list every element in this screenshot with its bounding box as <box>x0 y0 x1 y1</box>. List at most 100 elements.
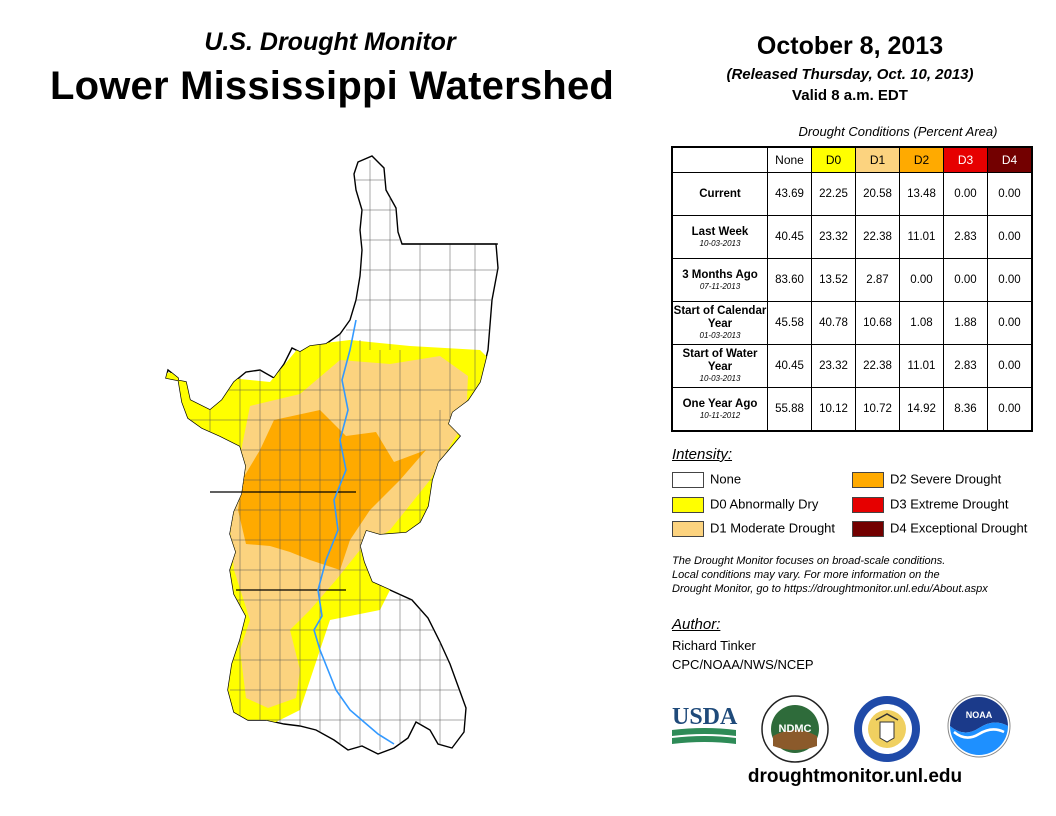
row-date: 01-03-2013 <box>699 331 741 340</box>
table-cell: 2.87 <box>855 258 900 302</box>
row-label-text: Start of Calendar Year <box>673 305 767 330</box>
table-cell: 13.52 <box>811 258 856 302</box>
author-name: Richard Tinker <box>672 638 756 653</box>
table-cell: 22.25 <box>811 172 856 216</box>
legend-item-d3: D3 Extreme Drought <box>852 496 1009 513</box>
table-cell: 0.00 <box>899 258 944 302</box>
col-d4: D4 <box>987 146 1033 173</box>
legend-swatch <box>672 520 704 537</box>
legend-swatch <box>852 471 884 488</box>
table-row: Current 43.69 22.25 20.58 13.48 0.00 0.00 <box>671 172 1033 216</box>
table-cell: 13.48 <box>899 172 944 216</box>
table-cell: 0.00 <box>987 387 1033 432</box>
table-cell: 0.00 <box>943 258 988 302</box>
valid-date: October 8, 2013 <box>756 32 944 60</box>
legend-label: None <box>710 471 742 487</box>
note-line: The Drought Monitor focuses on broad-sca… <box>672 555 946 567</box>
release-date: (Released Thursday, Oct. 10, 2013) <box>726 66 974 83</box>
table-cell: 55.88 <box>767 387 812 432</box>
legend-item-none: None <box>672 471 742 488</box>
legend-label: D3 Extreme Drought <box>890 496 1009 512</box>
row-label: Start of Water Year 10-03-2013 <box>671 344 768 388</box>
row-date: 07-11-2013 <box>699 281 741 291</box>
legend-swatch <box>672 496 704 513</box>
svg-text:NDMC: NDMC <box>779 723 812 735</box>
noaa-logo: NOAA <box>947 694 1011 758</box>
col-d2: D2 <box>899 146 944 173</box>
col-none: None <box>767 146 812 173</box>
table-caption: Drought Conditions (Percent Area) <box>798 124 998 139</box>
table-cell: 8.36 <box>943 387 988 432</box>
row-label: One Year Ago 10-11-2012 <box>671 387 768 432</box>
drought-conditions-table: None D0 D1 D2 D3 D4 Current 43.69 22.25 20.… <box>671 146 1033 432</box>
map-subtitle: U.S. Drought Monitor <box>204 28 456 56</box>
row-label: Start of Calendar Year 01-03-2013 <box>671 301 768 345</box>
col-d3: D3 <box>943 146 988 173</box>
legend-item-d2: D2 Severe Drought <box>852 471 1002 488</box>
row-date: 10-03-2013 <box>699 374 741 383</box>
table-cell: 43.69 <box>767 172 812 216</box>
legend-swatch <box>672 471 704 488</box>
row-label-text: One Year Ago <box>682 397 758 410</box>
usda-logo: USDA <box>672 704 738 744</box>
row-label-text: 3 Months Ago <box>682 268 758 281</box>
author-organization: CPC/NOAA/NWS/NCEP <box>672 657 814 672</box>
table-row: One Year Ago 10-11-2012 55.88 10.12 10.72 14.… <box>671 387 1033 432</box>
website-link[interactable]: droughtmonitor.unl.edu <box>747 766 963 787</box>
legend-label: D2 Severe Drought <box>890 471 1002 487</box>
table-cell: 10.68 <box>855 301 900 345</box>
table-cell: 14.92 <box>899 387 944 432</box>
table-cell: 2.83 <box>943 344 988 388</box>
table-row: 3 Months Ago 07-11-2013 83.60 13.52 2.87 0.00… <box>671 258 1033 302</box>
table-cell: 45.58 <box>767 301 812 345</box>
drought-map <box>162 155 499 755</box>
commerce-seal-logo <box>854 696 920 762</box>
table-cell: 11.01 <box>899 215 944 259</box>
table-cell: 10.12 <box>811 387 856 432</box>
svg-text:NOAA: NOAA <box>966 710 993 720</box>
header-blank <box>672 147 768 173</box>
table-cell: 10.72 <box>855 387 900 432</box>
svg-text:USDA: USDA <box>672 704 738 730</box>
legend-item-d1: D1 Moderate Drought <box>672 520 836 537</box>
table-cell: 1.88 <box>943 301 988 345</box>
table-cell: 0.00 <box>987 301 1033 345</box>
table-cell: 22.38 <box>855 344 900 388</box>
table-cell: 2.83 <box>943 215 988 259</box>
row-label: Current <box>671 172 768 216</box>
legend-label: D1 Moderate Drought <box>710 520 836 536</box>
table-cell: 22.38 <box>855 215 900 259</box>
table-cell: 0.00 <box>943 172 988 216</box>
table-cell: 11.01 <box>899 344 944 388</box>
row-label: Last Week 10-03-2013 <box>671 215 768 259</box>
row-date: 10-03-2013 <box>699 238 741 248</box>
mississippi-river <box>313 319 395 745</box>
author-heading: Author: <box>672 616 721 633</box>
legend-item-d0: D0 Abnormally Dry <box>672 496 818 513</box>
ndmc-logo: NDMC <box>761 695 829 763</box>
disclaimer-note: The Drought Monitor focuses on broad-sca… <box>672 554 1052 596</box>
legend-title: Intensity: <box>672 446 733 463</box>
table-header-row: None D0 D1 D2 D3 D4 <box>672 146 1033 173</box>
table-row: Last Week 10-03-2013 40.45 23.32 22.38 11.01 2… <box>671 215 1033 259</box>
legend-swatch <box>852 520 884 537</box>
table-cell: 0.00 <box>987 344 1033 388</box>
table-row: Start of Water Year 10-03-2013 40.45 23.32 2… <box>671 344 1033 388</box>
table-cell: 40.45 <box>767 215 812 259</box>
table-cell: 1.08 <box>899 301 944 345</box>
col-d1: D1 <box>855 146 900 173</box>
legend-swatch <box>852 496 884 513</box>
note-line: Local conditions may vary. For more info… <box>672 569 940 581</box>
row-label-text: Current <box>699 187 741 200</box>
table-cell: 0.00 <box>987 215 1033 259</box>
table-cell: 20.58 <box>855 172 900 216</box>
map-title: Lower Mississippi Watershed <box>49 64 615 108</box>
note-line: Drought Monitor, go to https://droughtmo… <box>672 583 988 595</box>
state-boundaries <box>210 243 498 591</box>
table-cell: 23.32 <box>811 344 856 388</box>
table-cell: 40.45 <box>767 344 812 388</box>
table-cell: 23.32 <box>811 215 856 259</box>
row-label: 3 Months Ago 07-11-2013 <box>671 258 768 302</box>
row-label-text: Last Week <box>691 225 749 238</box>
row-date: 10-11-2012 <box>699 410 741 420</box>
